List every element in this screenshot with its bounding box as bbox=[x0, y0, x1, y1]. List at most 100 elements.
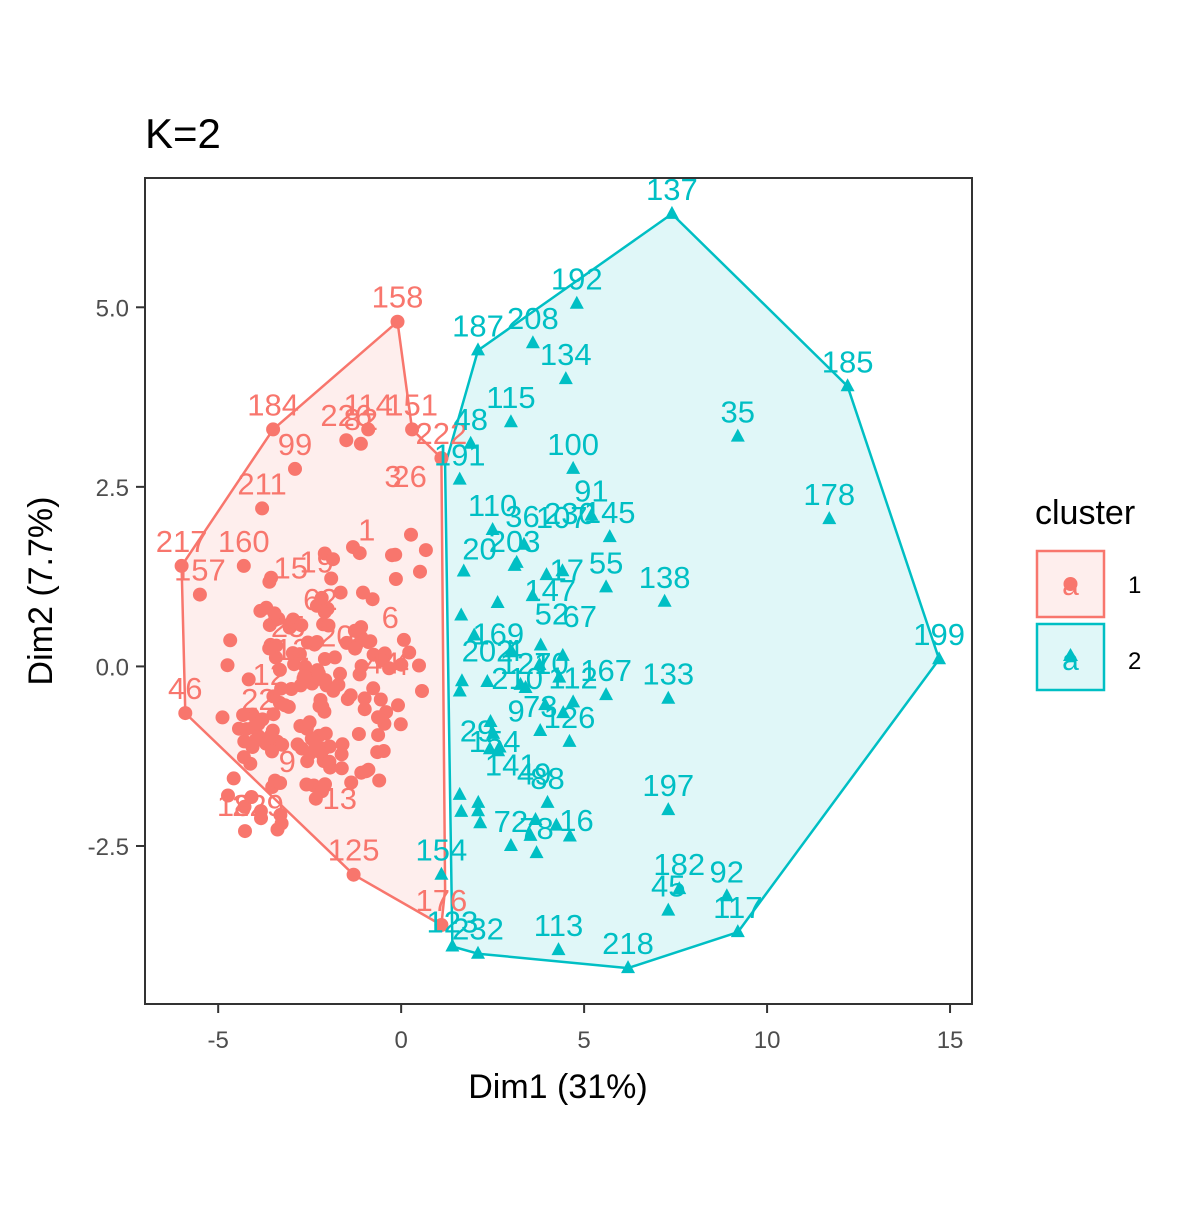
point-35 bbox=[730, 428, 745, 442]
cluster-1-point bbox=[264, 728, 278, 743]
point-label-45: 45 bbox=[651, 869, 685, 904]
legend-label-1: 1 bbox=[1128, 572, 1141, 599]
point-label-203: 203 bbox=[489, 524, 541, 559]
point-82 bbox=[353, 436, 368, 451]
cluster-1-point bbox=[262, 641, 277, 656]
point-133 bbox=[661, 690, 676, 704]
point-226 bbox=[339, 433, 354, 448]
point-label-fragment: 210 bbox=[491, 661, 543, 696]
cluster-1-point bbox=[238, 824, 252, 839]
cluster-1-point bbox=[404, 527, 418, 542]
cluster-2-point bbox=[533, 637, 548, 651]
point-217 bbox=[174, 558, 189, 573]
cluster-2-point bbox=[452, 683, 467, 697]
cluster-1-point bbox=[272, 662, 287, 677]
cluster-1-point bbox=[382, 661, 397, 676]
cluster-2-point bbox=[486, 725, 501, 739]
x-tick-label: 5 bbox=[577, 1027, 590, 1054]
point-label-133: 133 bbox=[642, 657, 694, 692]
cluster-1-point bbox=[311, 666, 326, 681]
point-label-82: 82 bbox=[344, 402, 378, 437]
point-label-fragment: 49 bbox=[517, 756, 551, 791]
cluster-1-point bbox=[253, 804, 268, 819]
cluster-1-point bbox=[334, 747, 349, 762]
point-label-197: 197 bbox=[642, 768, 694, 803]
hull-cluster-2 bbox=[443, 212, 941, 970]
point-label-117: 117 bbox=[713, 890, 762, 925]
point-label-73: 73 bbox=[523, 689, 557, 724]
point-label-fragment: 4 bbox=[392, 647, 409, 682]
point-label-fragment: 6 bbox=[382, 600, 399, 635]
cluster-2-point bbox=[538, 697, 553, 711]
point-label-22: 22 bbox=[241, 682, 275, 717]
cluster-2-point bbox=[454, 673, 469, 687]
cluster-2-point bbox=[525, 588, 540, 602]
y-tick-label: -2.5 bbox=[88, 834, 129, 861]
cluster-1-point bbox=[308, 791, 323, 806]
cluster-1-point bbox=[371, 710, 385, 725]
point-label-99: 99 bbox=[278, 427, 312, 462]
point-117 bbox=[730, 924, 745, 938]
cluster-1-point bbox=[376, 744, 391, 758]
point-label-fragment: 230 bbox=[544, 496, 596, 531]
cluster-2-point bbox=[549, 817, 564, 831]
point-label-fragment: 67 bbox=[562, 599, 596, 634]
point-label-127: 127 bbox=[500, 646, 552, 681]
cluster-2-point bbox=[523, 827, 538, 841]
cluster-1-point bbox=[344, 775, 359, 790]
y-tick-label: 5.0 bbox=[96, 295, 129, 322]
point-label-134: 134 bbox=[540, 337, 592, 372]
plot-panel-border bbox=[144, 177, 973, 1005]
point-label-232: 232 bbox=[452, 912, 504, 947]
point-211 bbox=[255, 501, 270, 516]
point-78 bbox=[529, 845, 544, 859]
cluster-2-point bbox=[555, 647, 570, 661]
point-22 bbox=[251, 716, 266, 731]
cluster-1-point bbox=[236, 750, 251, 765]
point-label-113: 113 bbox=[534, 908, 583, 943]
y-tick-label: 0.0 bbox=[96, 654, 129, 681]
point-label-91: 91 bbox=[574, 474, 608, 509]
point-label-fragment: 26 bbox=[392, 459, 426, 494]
cluster-1-point bbox=[322, 754, 337, 769]
point-label-48: 48 bbox=[453, 402, 487, 437]
point-label-fragment: 1 bbox=[358, 512, 375, 547]
point-label-fragment: 52 bbox=[535, 597, 569, 632]
point-167 bbox=[599, 687, 614, 701]
point-178 bbox=[822, 511, 837, 525]
point-label-199: 199 bbox=[913, 617, 965, 652]
cluster-1-point bbox=[357, 702, 372, 717]
cluster-1-point bbox=[223, 633, 238, 648]
cluster-1-point bbox=[270, 822, 285, 837]
cluster-1-point bbox=[293, 678, 308, 693]
cluster-1-point bbox=[391, 698, 405, 713]
cluster-2-point bbox=[552, 669, 567, 683]
cluster-1-point bbox=[307, 735, 322, 750]
point-label-167: 167 bbox=[580, 653, 632, 688]
point-114 bbox=[361, 422, 376, 437]
point-label-145: 145 bbox=[584, 495, 636, 530]
cluster-1-point bbox=[236, 708, 251, 722]
point-222 bbox=[434, 451, 449, 466]
point-154 bbox=[434, 866, 449, 880]
cluster-2-point bbox=[532, 656, 547, 670]
cluster-1-point bbox=[412, 658, 426, 673]
point-48 bbox=[463, 435, 478, 449]
point-label-fragment: 44 bbox=[365, 645, 399, 680]
cluster-1-point bbox=[402, 645, 417, 660]
point-72 bbox=[503, 837, 518, 851]
cluster-1-point bbox=[244, 790, 259, 804]
cluster-1-point bbox=[415, 684, 429, 698]
point-label-92: 92 bbox=[710, 854, 744, 889]
legend-title: cluster bbox=[1035, 494, 1135, 532]
point-91 bbox=[584, 507, 599, 521]
cluster-1-point bbox=[352, 667, 367, 682]
point-110 bbox=[485, 521, 500, 535]
point-100 bbox=[566, 460, 581, 474]
point-151 bbox=[405, 422, 420, 437]
point-label-138: 138 bbox=[639, 560, 691, 595]
point-label-fragment: 12 bbox=[275, 632, 309, 667]
legend-key-2-triangle-icon bbox=[1063, 648, 1078, 661]
point-123 bbox=[445, 938, 460, 952]
